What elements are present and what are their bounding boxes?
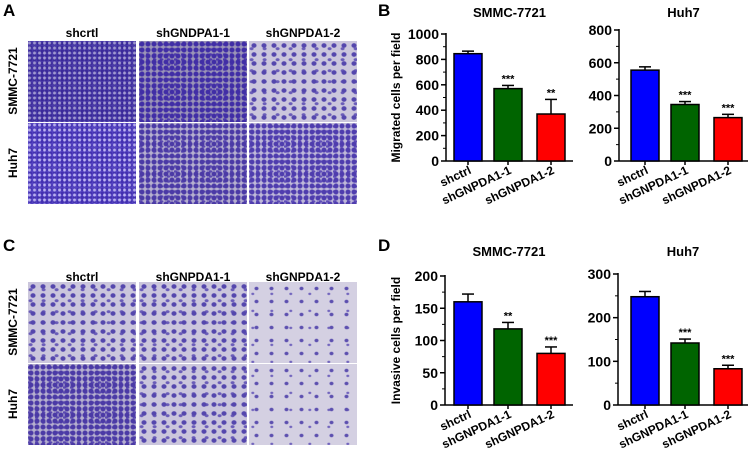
y-tick-label: 400 bbox=[416, 102, 440, 118]
y-tick-label: 100 bbox=[588, 353, 612, 369]
panel-letter-a: A bbox=[3, 1, 16, 20]
y-tick-label: 200 bbox=[589, 120, 613, 136]
micrograph bbox=[249, 364, 357, 445]
column-label: shctrl bbox=[65, 270, 99, 284]
micrograph bbox=[249, 123, 357, 204]
micrograph bbox=[249, 41, 357, 122]
bar bbox=[493, 87, 523, 162]
y-axis-label: Migrated cells per field bbox=[389, 32, 403, 162]
significance-label: *** bbox=[722, 102, 736, 114]
y-tick-label: 400 bbox=[589, 88, 613, 104]
column-label: shcrtl bbox=[65, 26, 99, 40]
micrograph bbox=[28, 282, 136, 363]
chart-title: Huh7 bbox=[667, 244, 700, 259]
micrograph bbox=[139, 123, 247, 204]
significance-label: ** bbox=[504, 310, 513, 322]
y-tick-label: 300 bbox=[588, 266, 612, 282]
column-label: shGNPDA1-2 bbox=[265, 270, 341, 284]
chart-title: SMMC-7721 bbox=[473, 5, 546, 20]
y-tick-label: 600 bbox=[416, 77, 440, 93]
y-tick-label: 0 bbox=[603, 397, 611, 413]
chart-title: SMMC-7721 bbox=[473, 244, 546, 259]
y-tick-label: 200 bbox=[415, 268, 439, 284]
bar bbox=[453, 301, 483, 406]
bar bbox=[493, 328, 523, 406]
panel-letter-d: D bbox=[378, 236, 391, 255]
micrograph bbox=[28, 123, 136, 204]
significance-label: *** bbox=[679, 90, 693, 102]
micrograph bbox=[28, 364, 136, 445]
y-tick-label: 800 bbox=[416, 51, 440, 67]
y-tick-label: 0 bbox=[604, 153, 612, 169]
column-label: shGNDPA1-1 bbox=[156, 26, 230, 40]
y-tick-label: 1000 bbox=[408, 26, 439, 42]
y-tick-label: 800 bbox=[589, 22, 613, 38]
bar bbox=[713, 368, 743, 406]
significance-label: ** bbox=[547, 87, 556, 99]
micrograph bbox=[139, 41, 247, 122]
bar bbox=[630, 69, 660, 162]
bar bbox=[670, 342, 700, 406]
y-tick-label: 200 bbox=[416, 128, 440, 144]
bar bbox=[536, 113, 566, 162]
significance-label: *** bbox=[545, 335, 559, 347]
significance-label: *** bbox=[722, 353, 736, 365]
bar bbox=[713, 116, 743, 162]
bar bbox=[536, 352, 566, 406]
chart-title: Huh7 bbox=[667, 5, 700, 20]
significance-label: *** bbox=[679, 327, 693, 339]
micrograph bbox=[139, 364, 247, 445]
column-label: shGNPDA1-2 bbox=[265, 26, 341, 40]
y-axis-label: Invasive cells per field bbox=[389, 277, 403, 404]
panel-letter-c: C bbox=[3, 236, 16, 255]
panel-letter-b: B bbox=[378, 1, 391, 20]
y-tick-label: 50 bbox=[422, 365, 438, 381]
micrograph bbox=[249, 282, 357, 363]
y-tick-label: 600 bbox=[589, 55, 613, 71]
bar bbox=[453, 52, 483, 162]
micrograph bbox=[139, 282, 247, 363]
column-label: shGNPDA1-1 bbox=[155, 270, 231, 284]
y-tick-label: 200 bbox=[588, 310, 612, 326]
y-tick-label: 150 bbox=[415, 300, 439, 316]
bar bbox=[630, 295, 660, 406]
bar bbox=[670, 103, 700, 162]
y-tick-label: 100 bbox=[415, 333, 439, 349]
y-tick-label: 0 bbox=[430, 397, 438, 413]
micrograph bbox=[28, 41, 136, 122]
y-tick-label: 0 bbox=[431, 153, 439, 169]
significance-label: *** bbox=[502, 73, 516, 85]
